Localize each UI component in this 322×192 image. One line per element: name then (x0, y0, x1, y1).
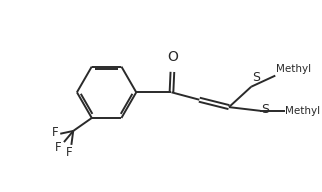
Text: S: S (261, 103, 270, 116)
Text: Methyl: Methyl (276, 64, 311, 74)
Text: O: O (167, 50, 178, 65)
Text: Methyl: Methyl (286, 106, 321, 116)
Text: F: F (52, 126, 58, 139)
Text: F: F (54, 141, 61, 154)
Text: F: F (66, 146, 73, 159)
Text: S: S (252, 71, 260, 84)
